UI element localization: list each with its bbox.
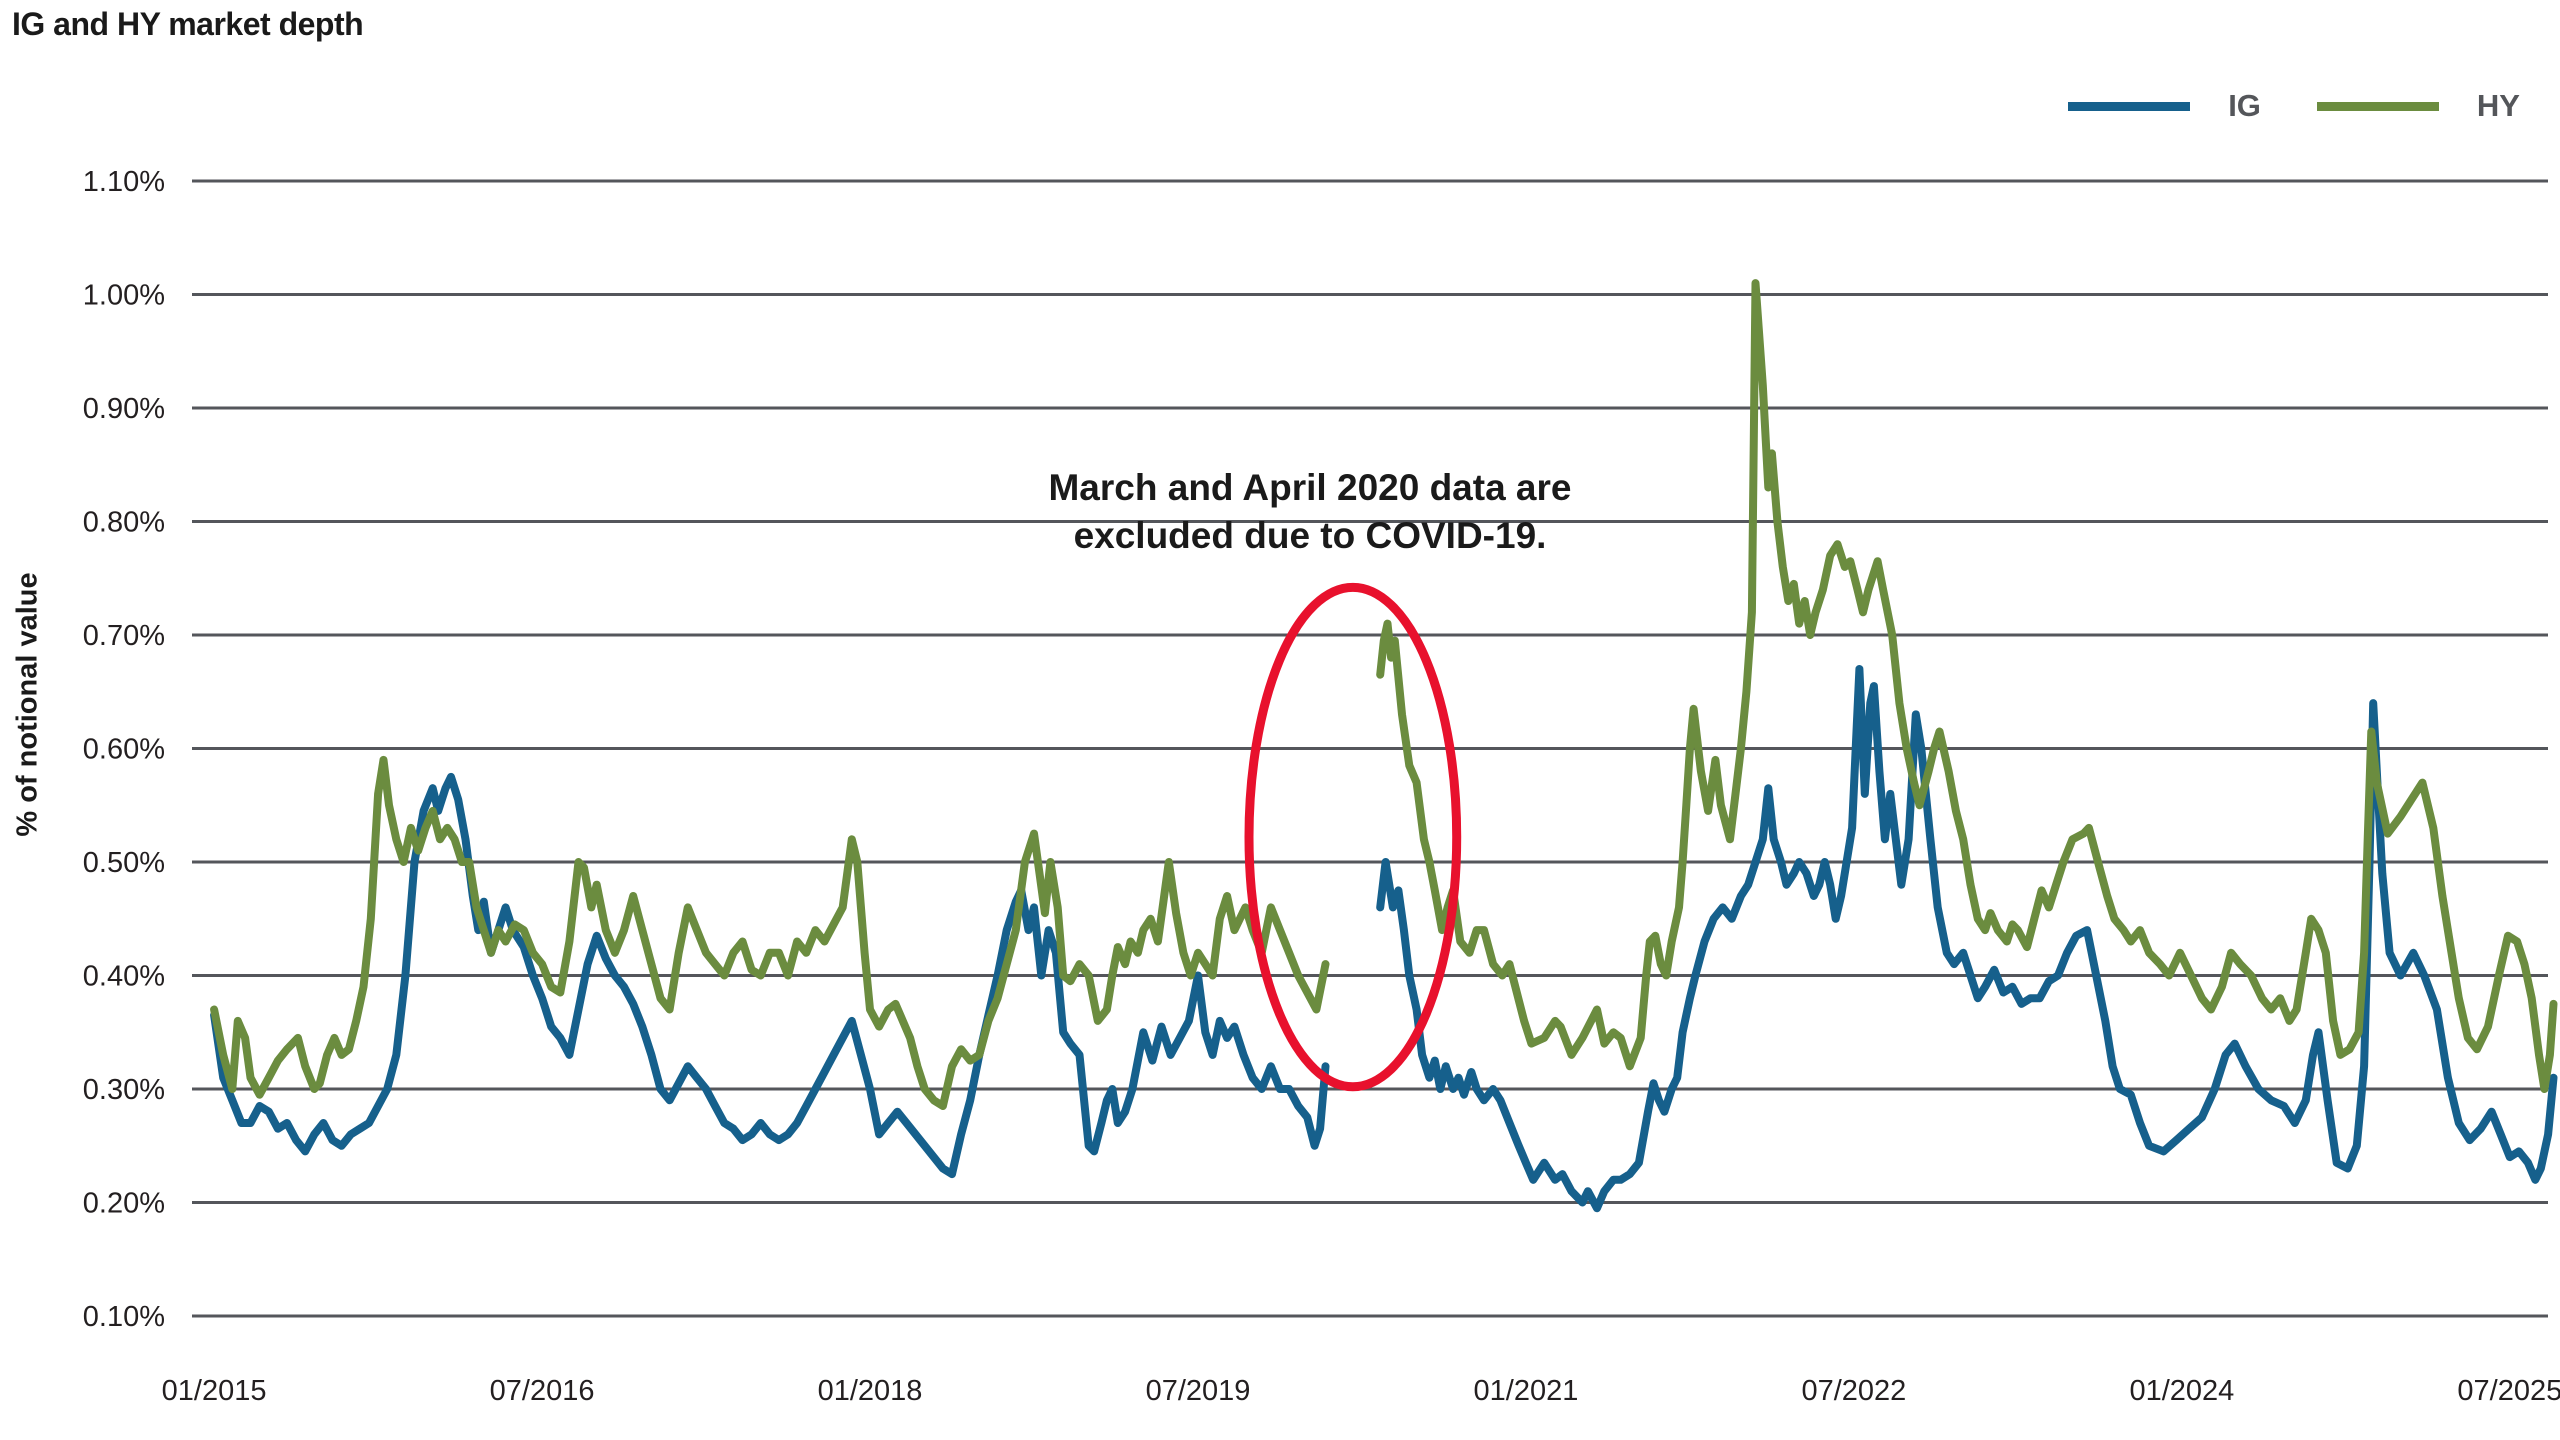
legend-label-ig: IG xyxy=(2228,88,2261,123)
legend-item-hy: HY xyxy=(2316,88,2520,124)
legend-item-ig: IG xyxy=(2068,88,2261,124)
svg-text:01/2018: 01/2018 xyxy=(818,1375,923,1407)
svg-text:0.70%: 0.70% xyxy=(83,620,165,652)
svg-text:07/2022: 07/2022 xyxy=(1801,1375,1906,1407)
svg-text:0.10%: 0.10% xyxy=(83,1301,165,1333)
svg-text:01/2021: 01/2021 xyxy=(1474,1375,1579,1407)
x-axis-tick-labels: 01/2015 07/2016 01/2018 07/2019 01/2021 07/20… xyxy=(162,1375,2560,1407)
svg-text:0.80%: 0.80% xyxy=(83,507,165,539)
ig-line-swatch xyxy=(2068,101,2191,111)
chart-title: IG and HY market depth xyxy=(12,6,364,42)
svg-text:1.10%: 1.10% xyxy=(83,166,165,198)
svg-text:01/2015: 01/2015 xyxy=(162,1375,267,1407)
legend-label-hy: HY xyxy=(2476,88,2520,123)
svg-text:0.50%: 0.50% xyxy=(83,847,165,879)
covid-gap-ellipse-annotation xyxy=(1244,582,1462,1092)
y-axis-title: % of notional value xyxy=(11,572,44,837)
svg-text:07/2025: 07/2025 xyxy=(2457,1375,2560,1407)
covid-annotation-line1: March and April 2020 data are xyxy=(1048,467,1571,508)
svg-text:1.00%: 1.00% xyxy=(83,280,165,312)
svg-text:07/2016: 07/2016 xyxy=(490,1375,595,1407)
svg-text:01/2024: 01/2024 xyxy=(2129,1375,2234,1407)
hy-line-swatch xyxy=(2316,101,2439,111)
svg-text:0.90%: 0.90% xyxy=(83,393,165,425)
y-axis-tick-labels: 0.10% 0.20% 0.30% 0.40% 0.50% 0.60% 0.70% 0.80%… xyxy=(83,166,165,1333)
svg-text:0.40%: 0.40% xyxy=(83,961,165,993)
gridlines xyxy=(192,179,2548,1318)
data-series-lines xyxy=(210,279,2558,1213)
svg-text:0.20%: 0.20% xyxy=(83,1188,165,1220)
covid-annotation-line2: excluded due to COVID-19. xyxy=(1074,515,1547,556)
legend: IG HY xyxy=(2068,88,2520,124)
svg-text:07/2019: 07/2019 xyxy=(1146,1375,1251,1407)
svg-text:0.30%: 0.30% xyxy=(83,1074,165,1106)
svg-text:0.60%: 0.60% xyxy=(83,734,165,766)
